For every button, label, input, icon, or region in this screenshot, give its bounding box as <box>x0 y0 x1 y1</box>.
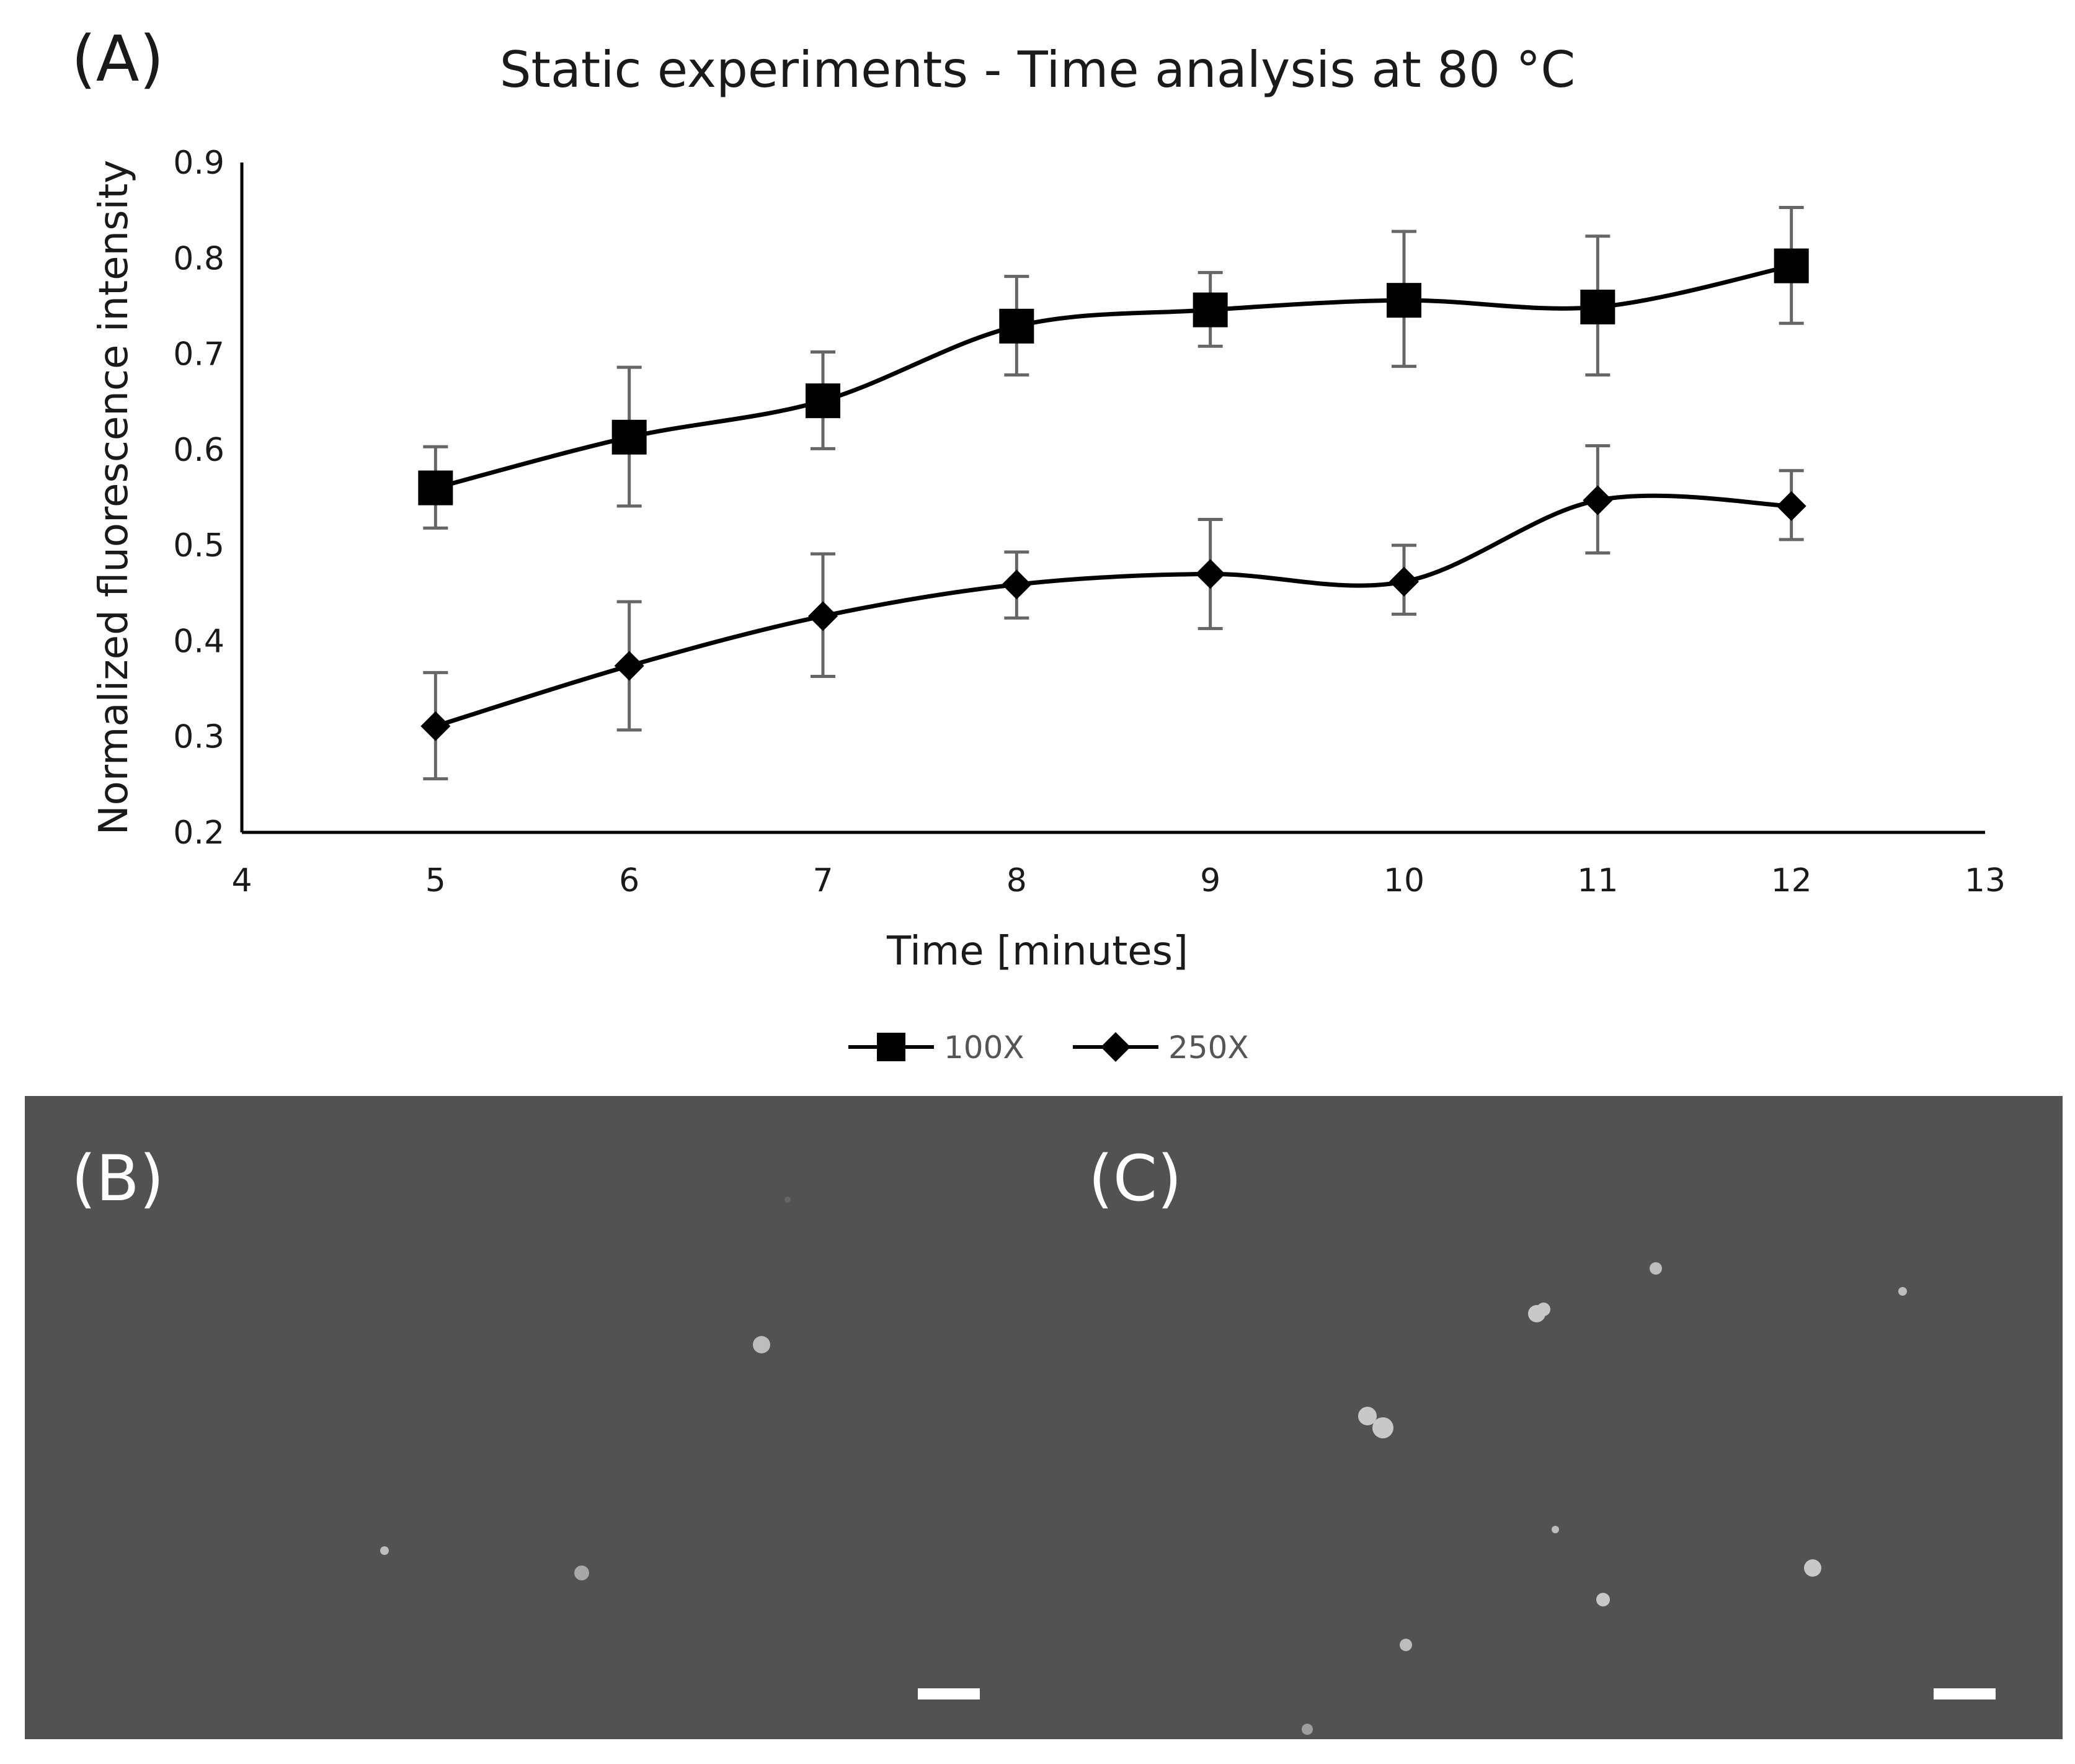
y-tick-label: 0.8 <box>173 240 224 277</box>
particle <box>784 1196 791 1203</box>
particle <box>1596 1593 1610 1606</box>
data-point-250x <box>1583 485 1613 515</box>
particle <box>1400 1639 1412 1651</box>
particle <box>753 1336 770 1353</box>
particle <box>1537 1303 1550 1316</box>
particle <box>1358 1407 1377 1425</box>
particle <box>1302 1724 1313 1735</box>
data-point-250x <box>420 711 451 741</box>
particle <box>1552 1526 1559 1533</box>
particle <box>1650 1262 1662 1275</box>
x-tick-label: 7 <box>812 862 833 899</box>
y-tick-label: 0.7 <box>173 336 224 373</box>
x-tick-label: 9 <box>1200 862 1220 899</box>
y-tick-label: 0.5 <box>173 527 224 564</box>
x-tick-label: 4 <box>231 862 252 899</box>
x-tick-label: 10 <box>1384 862 1424 899</box>
series-lines <box>435 264 1792 729</box>
panel-c-label: (C) <box>1088 1142 1182 1216</box>
legend: 100X 250X <box>848 1030 1249 1066</box>
x-tick-label: 5 <box>425 862 446 899</box>
micrograph-panels <box>25 1096 2063 1739</box>
y-tick-label: 0.9 <box>173 145 224 182</box>
data-point-250x <box>808 601 838 631</box>
x-tick-label: 11 <box>1577 862 1618 899</box>
particle <box>1804 1559 1821 1577</box>
particle <box>1372 1417 1393 1438</box>
data-point-100x <box>611 419 647 455</box>
legend-label-250x: 250X <box>1168 1030 1249 1066</box>
micrograph-b: (B) <box>71 1142 980 1699</box>
particle <box>1898 1287 1907 1296</box>
chart-title: Static experiments - Time analysis at 80… <box>500 41 1576 99</box>
scale-bar-b <box>918 1688 980 1699</box>
series-line-250x <box>435 493 1792 729</box>
scale-bar-c <box>1934 1688 1996 1699</box>
data-point-250x <box>1195 559 1225 589</box>
series-line-100x <box>435 264 1792 490</box>
data-point-100x <box>806 383 840 419</box>
legend-label-100x: 100X <box>944 1030 1024 1066</box>
y-tick-label: 0.4 <box>173 623 224 660</box>
y-tick-labels: 0.2 0.3 0.4 0.5 0.6 0.7 0.8 0.9 <box>173 145 224 852</box>
data-point-250x <box>1776 491 1806 521</box>
data-point-100x <box>418 470 453 506</box>
data-point-250x <box>1389 566 1419 597</box>
panel-a-label: (A) <box>71 22 164 96</box>
y-axis-label: Normalized fluorescence intensity <box>91 160 137 835</box>
line-chart: 0.2 0.3 0.4 0.5 0.6 0.7 0.8 0.9 4 5 6 7 8 9 10 11 12 13 <box>173 145 2006 899</box>
data-point-100x <box>999 308 1034 344</box>
data-point-100x <box>1387 283 1421 318</box>
data-point-250x <box>614 651 644 681</box>
legend-diamond-marker-icon <box>1101 1032 1131 1062</box>
x-tick-labels: 4 5 6 7 8 9 10 11 12 13 <box>231 862 2006 899</box>
x-tick-label: 6 <box>619 862 639 899</box>
particle <box>380 1546 389 1555</box>
x-axis-label: Time [minutes] <box>886 929 1188 974</box>
data-point-100x <box>1580 289 1615 324</box>
y-tick-label: 0.6 <box>173 432 224 469</box>
legend-item-100x: 100X <box>848 1030 1024 1066</box>
y-tick-label: 0.2 <box>173 814 224 852</box>
data-point-100x <box>1193 292 1228 327</box>
legend-square-marker-icon <box>877 1033 905 1061</box>
x-tick-label: 13 <box>1965 862 2006 899</box>
x-tick-label: 12 <box>1771 862 1812 899</box>
y-tick-label: 0.3 <box>173 719 224 756</box>
panel-b-label: (B) <box>71 1142 164 1216</box>
data-point-100x <box>1774 248 1809 283</box>
particle <box>574 1566 589 1580</box>
series-markers <box>418 248 1809 741</box>
micrograph-c: (C) <box>1088 1142 1996 1735</box>
x-tick-label: 8 <box>1006 862 1027 899</box>
legend-item-250x: 250X <box>1073 1030 1249 1066</box>
data-point-250x <box>1002 569 1032 600</box>
